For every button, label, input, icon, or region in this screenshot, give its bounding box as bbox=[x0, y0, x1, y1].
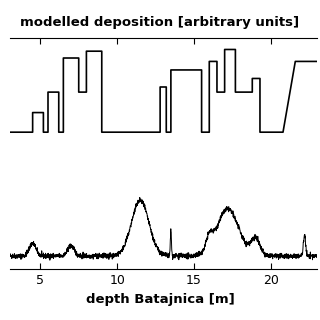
Text: depth Batajnica [m]: depth Batajnica [m] bbox=[86, 293, 234, 306]
Text: modelled deposition [arbitrary units]: modelled deposition [arbitrary units] bbox=[20, 16, 300, 29]
